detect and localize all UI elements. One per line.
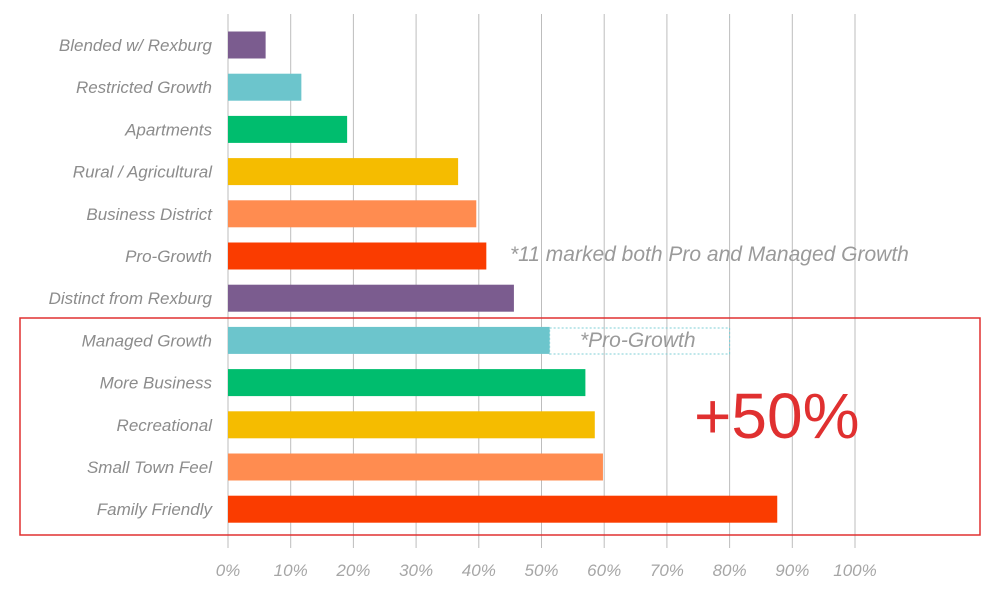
- category-label: Pro-Growth: [125, 247, 212, 266]
- category-label: More Business: [100, 374, 213, 393]
- x-tick-label: 50%: [524, 561, 558, 580]
- x-tick-label: 100%: [833, 561, 876, 580]
- pro-growth-overlay-box: [549, 327, 731, 355]
- x-tick-label: 60%: [587, 561, 621, 580]
- x-tick-label: 40%: [462, 561, 496, 580]
- x-tick-label: 80%: [713, 561, 747, 580]
- bar: [228, 31, 266, 59]
- category-label: Apartments: [124, 120, 212, 139]
- bar: [228, 158, 459, 186]
- category-label: Managed Growth: [82, 331, 212, 350]
- category-label: Small Town Feel: [87, 458, 213, 477]
- bar: [228, 326, 550, 354]
- bar: [228, 411, 595, 439]
- x-tick-label: 90%: [775, 561, 809, 580]
- x-tick-label: 20%: [335, 561, 370, 580]
- bar: [228, 115, 348, 143]
- category-label: Recreational: [117, 416, 214, 435]
- bars: [228, 31, 778, 523]
- category-label: Restricted Growth: [76, 78, 212, 97]
- category-label: Rural / Agricultural: [73, 163, 213, 182]
- category-label: Distinct from Rexburg: [49, 289, 213, 308]
- x-tick-label: 30%: [399, 561, 433, 580]
- bar: [228, 284, 514, 312]
- x-tick-label: 70%: [650, 561, 684, 580]
- category-label: Family Friendly: [97, 500, 214, 519]
- category-label: Business District: [86, 205, 213, 224]
- bar: [228, 369, 586, 397]
- bar: [228, 495, 778, 523]
- pro-growth-overlay-label: *Pro-Growth: [580, 329, 696, 352]
- bar: [228, 242, 487, 270]
- bar: [228, 73, 302, 101]
- category-labels: Blended w/ Rexburg Restricted Growth Apart…: [49, 36, 214, 519]
- note-annotation: *11 marked both Pro and Managed Growth: [510, 243, 909, 266]
- bar: [228, 200, 477, 228]
- category-label: Blended w/ Rexburg: [59, 36, 213, 55]
- bar: [228, 453, 603, 481]
- highlight-box: [19, 317, 981, 536]
- x-tick-label: 10%: [274, 561, 308, 580]
- gridlines: [227, 14, 856, 548]
- x-tick-labels: 0% 10% 20% 30% 40% 50% 60% 70% 80% 90% 100%: [216, 561, 877, 580]
- highlight-percent-label: +50%: [694, 380, 859, 452]
- x-tick-label: 0%: [216, 561, 241, 580]
